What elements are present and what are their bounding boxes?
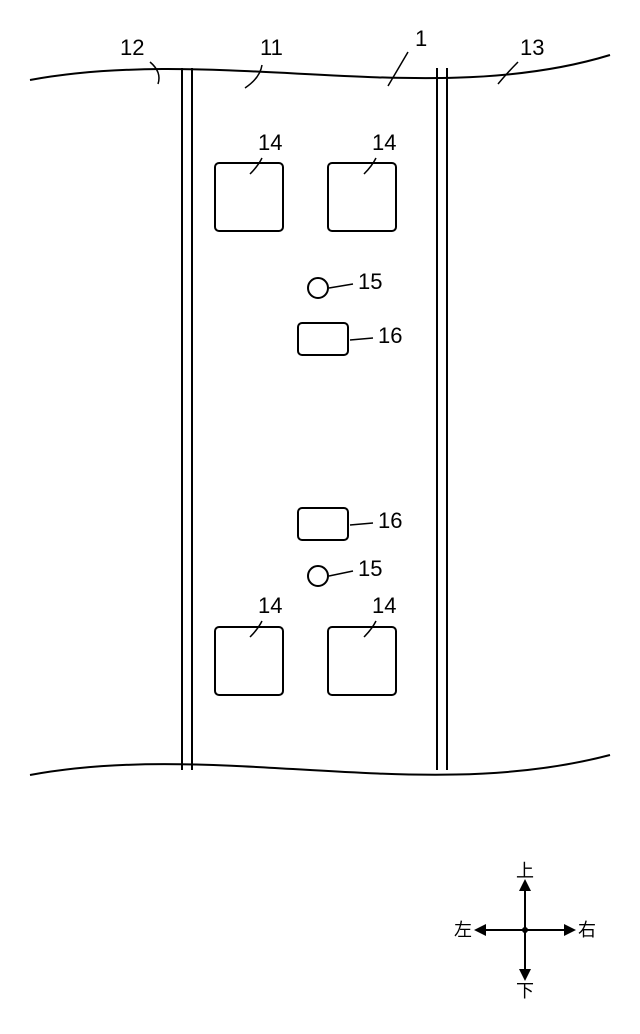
- figure-background: [0, 0, 640, 1034]
- compass-up-label: 上: [516, 861, 534, 881]
- compass-right-label: 右: [578, 920, 596, 940]
- ref-label-sixteen_top: 16: [378, 323, 402, 348]
- ref-label-fourteen_br: 14: [372, 593, 396, 618]
- ref-label-one: 1: [415, 26, 427, 51]
- ref-label-fifteen_bot: 15: [358, 556, 382, 581]
- ref-label-sixteen_bot: 16: [378, 508, 402, 533]
- ref-label-eleven: 11: [260, 35, 283, 60]
- ref-label-twelve: 12: [120, 35, 144, 60]
- ref-label-thirteen: 13: [520, 35, 544, 60]
- compass-down-label: 下: [516, 981, 534, 1001]
- compass-center-dot: [522, 927, 528, 933]
- ref-label-fifteen_top: 15: [358, 269, 382, 294]
- ref-label-fourteen_bl: 14: [258, 593, 282, 618]
- compass-left-label: 左: [454, 920, 472, 940]
- ref-label-fourteen_tr: 14: [372, 130, 396, 155]
- ref-label-fourteen_tl: 14: [258, 130, 282, 155]
